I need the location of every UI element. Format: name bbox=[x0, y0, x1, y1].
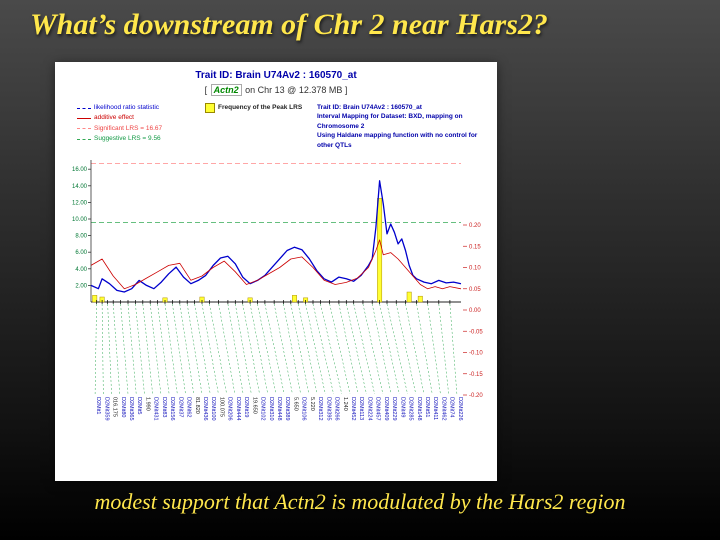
svg-text:D2Mit74: D2Mit74 bbox=[449, 397, 455, 417]
mapping-info-block: Trait ID: Brain U74Av2 : 160570_at Inter… bbox=[317, 103, 489, 150]
svg-text:D2Mit226: D2Mit226 bbox=[457, 397, 463, 421]
chart-panel: Trait ID: Brain U74Av2 : 160570_at [ Act… bbox=[55, 62, 497, 481]
svg-text:0.20: 0.20 bbox=[469, 223, 481, 229]
svg-text:D2Mit409: D2Mit409 bbox=[383, 397, 389, 421]
gene-location-header: [ Actn2 on Chr 13 @ 12.378 MB ] bbox=[61, 84, 491, 96]
svg-text:8.00: 8.00 bbox=[75, 234, 87, 240]
svg-text:12.00: 12.00 bbox=[72, 201, 88, 207]
gene-name: Actn2 bbox=[210, 84, 242, 96]
svg-text:1.240: 1.240 bbox=[342, 397, 348, 411]
legend-additive-label: additive effect bbox=[94, 114, 134, 122]
legend-frequency-block: Frequency of the Peak LRS bbox=[205, 103, 317, 150]
svg-text:D2Mit312: D2Mit312 bbox=[317, 397, 323, 421]
svg-text:-0.15: -0.15 bbox=[469, 372, 483, 378]
legend-significant-label: Significant LRS = 16.67 bbox=[94, 124, 163, 132]
svg-text:16.00: 16.00 bbox=[72, 167, 88, 173]
svg-text:D2Mit80: D2Mit80 bbox=[120, 397, 126, 417]
lrs-line-swatch-icon bbox=[77, 107, 91, 109]
legend-lrs-label: likelihood ratio statistic bbox=[94, 104, 160, 111]
svg-text:D2Mit49: D2Mit49 bbox=[399, 397, 405, 417]
slide-caption: modest support that Actn2 is modulated b… bbox=[94, 489, 626, 514]
svg-text:6.00: 6.00 bbox=[75, 250, 87, 256]
legend-additive: additive effect bbox=[77, 113, 205, 123]
svg-text:D2Mit224: D2Mit224 bbox=[366, 397, 372, 421]
svg-text:0.05: 0.05 bbox=[469, 287, 481, 293]
svg-text:-0.05: -0.05 bbox=[469, 329, 483, 335]
svg-text:1.990: 1.990 bbox=[144, 397, 150, 411]
svg-text:10.00: 10.00 bbox=[72, 217, 88, 223]
svg-text:D2Mit310: D2Mit310 bbox=[268, 397, 274, 421]
svg-text:D2Mit106: D2Mit106 bbox=[301, 397, 307, 421]
svg-text:D2Mit395: D2Mit395 bbox=[325, 397, 331, 421]
svg-text:4.00: 4.00 bbox=[75, 267, 87, 273]
svg-text:81.820: 81.820 bbox=[194, 397, 200, 414]
legend-frequency: Frequency of the Peak LRS bbox=[205, 103, 317, 114]
svg-text:D2Mit436: D2Mit436 bbox=[202, 397, 208, 421]
svg-text:D2Mit156: D2Mit156 bbox=[169, 397, 175, 421]
svg-text:D2Mit62: D2Mit62 bbox=[186, 397, 192, 417]
svg-text:-0.20: -0.20 bbox=[469, 393, 483, 399]
svg-text:D2Mit19: D2Mit19 bbox=[243, 397, 249, 417]
svg-text:19.650: 19.650 bbox=[251, 397, 257, 414]
svg-text:D2Mit102: D2Mit102 bbox=[260, 397, 266, 421]
svg-text:D2Mit389: D2Mit389 bbox=[284, 397, 290, 421]
svg-text:-0.10: -0.10 bbox=[469, 351, 483, 357]
svg-text:D2Mit51: D2Mit51 bbox=[424, 397, 430, 417]
svg-text:D2Mit229: D2Mit229 bbox=[391, 397, 397, 421]
svg-text:2.00: 2.00 bbox=[75, 284, 87, 290]
svg-text:0.10: 0.10 bbox=[469, 266, 481, 272]
suggestive-line-swatch-icon bbox=[77, 138, 91, 140]
legend-frequency-label: Frequency of the Peak LRS bbox=[218, 104, 303, 111]
gene-location-text: on Chr 13 @ 12.378 MB ] bbox=[242, 85, 348, 95]
slide-title: What’s downstream of Chr 2 near Hars2? bbox=[30, 8, 548, 41]
svg-text:D2Mit266: D2Mit266 bbox=[334, 397, 340, 421]
svg-text:100.075: 100.075 bbox=[218, 397, 224, 417]
svg-text:D2Mit37: D2Mit37 bbox=[177, 397, 183, 417]
bracket-open: [ bbox=[204, 85, 210, 95]
svg-text:D2Mit411: D2Mit411 bbox=[432, 397, 438, 420]
svg-text:D2Mit113: D2Mit113 bbox=[358, 397, 364, 420]
legend-lrs: likelihood ratio statistic bbox=[77, 103, 205, 113]
legend-significant: Significant LRS = 16.67 bbox=[77, 124, 205, 134]
svg-text:D2Mit100: D2Mit100 bbox=[210, 397, 216, 421]
svg-text:14.00: 14.00 bbox=[72, 184, 88, 190]
svg-text:D2Mit462: D2Mit462 bbox=[440, 397, 446, 421]
svg-text:D2Mit83: D2Mit83 bbox=[161, 397, 167, 417]
trait-header: Trait ID: Brain U74Av2 : 160570_at bbox=[195, 70, 357, 81]
svg-text:0.00: 0.00 bbox=[469, 308, 481, 314]
frequency-box-swatch-icon bbox=[205, 103, 215, 114]
svg-text:D2Mit457: D2Mit457 bbox=[375, 397, 381, 421]
significant-line-swatch-icon bbox=[77, 128, 91, 130]
svg-text:5.650: 5.650 bbox=[292, 397, 298, 411]
svg-text:D2Mit148: D2Mit148 bbox=[416, 397, 422, 421]
qtl-chart: 16.00 14.00 12.00 10.00 8.00 6.00 4.00 2.00 0.20… bbox=[72, 160, 483, 421]
svg-text:D2Mit452: D2Mit452 bbox=[350, 397, 356, 421]
svg-text:D2Mit285: D2Mit285 bbox=[408, 397, 414, 421]
svg-text:D2Mit359: D2Mit359 bbox=[103, 397, 109, 421]
svg-text:016.175: 016.175 bbox=[112, 397, 118, 417]
svg-text:D2Mit206: D2Mit206 bbox=[227, 397, 233, 421]
svg-text:D2Mit448: D2Mit448 bbox=[276, 397, 282, 421]
legend-suggestive: Suggestive LRS = 9.56 bbox=[77, 134, 205, 144]
chart-legend: likelihood ratio statistic additive effe… bbox=[61, 103, 491, 150]
additive-line-swatch-icon bbox=[77, 118, 91, 120]
svg-text:D2Mit431: D2Mit431 bbox=[153, 397, 159, 421]
svg-text:D2Mit444: D2Mit444 bbox=[235, 397, 241, 421]
info-line-1: Trait ID: Brain U74Av2 : 160570_at bbox=[317, 104, 422, 111]
svg-text:D2Mit365: D2Mit365 bbox=[128, 397, 134, 421]
svg-text:0.15: 0.15 bbox=[469, 244, 481, 250]
svg-text:5.220: 5.220 bbox=[309, 397, 315, 411]
info-line-2: Interval Mapping for Dataset: BXD, mappi… bbox=[317, 113, 463, 130]
svg-text:D2Mit1: D2Mit1 bbox=[95, 397, 101, 414]
legend-lines-block: likelihood ratio statistic additive effe… bbox=[77, 103, 205, 150]
legend-suggestive-label: Suggestive LRS = 9.56 bbox=[94, 135, 161, 143]
svg-text:D2Mit5: D2Mit5 bbox=[136, 397, 142, 414]
info-line-3: Using Haldane mapping function with no c… bbox=[317, 132, 478, 149]
